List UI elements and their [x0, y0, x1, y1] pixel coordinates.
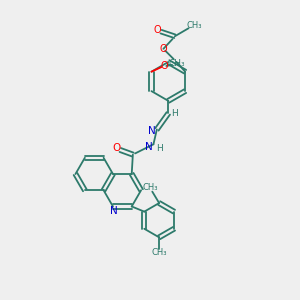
Text: O: O	[153, 25, 161, 35]
Text: H: H	[171, 109, 177, 118]
Text: CH₃: CH₃	[152, 248, 167, 257]
Text: O: O	[160, 44, 167, 54]
Text: H: H	[157, 144, 163, 153]
Text: O: O	[112, 143, 121, 153]
Text: N: N	[148, 126, 156, 136]
Text: O: O	[160, 61, 168, 71]
Text: N: N	[110, 206, 118, 216]
Text: CH₃: CH₃	[168, 59, 185, 68]
Text: CH₃: CH₃	[187, 22, 202, 31]
Text: N: N	[145, 142, 153, 152]
Text: CH₃: CH₃	[142, 183, 158, 192]
